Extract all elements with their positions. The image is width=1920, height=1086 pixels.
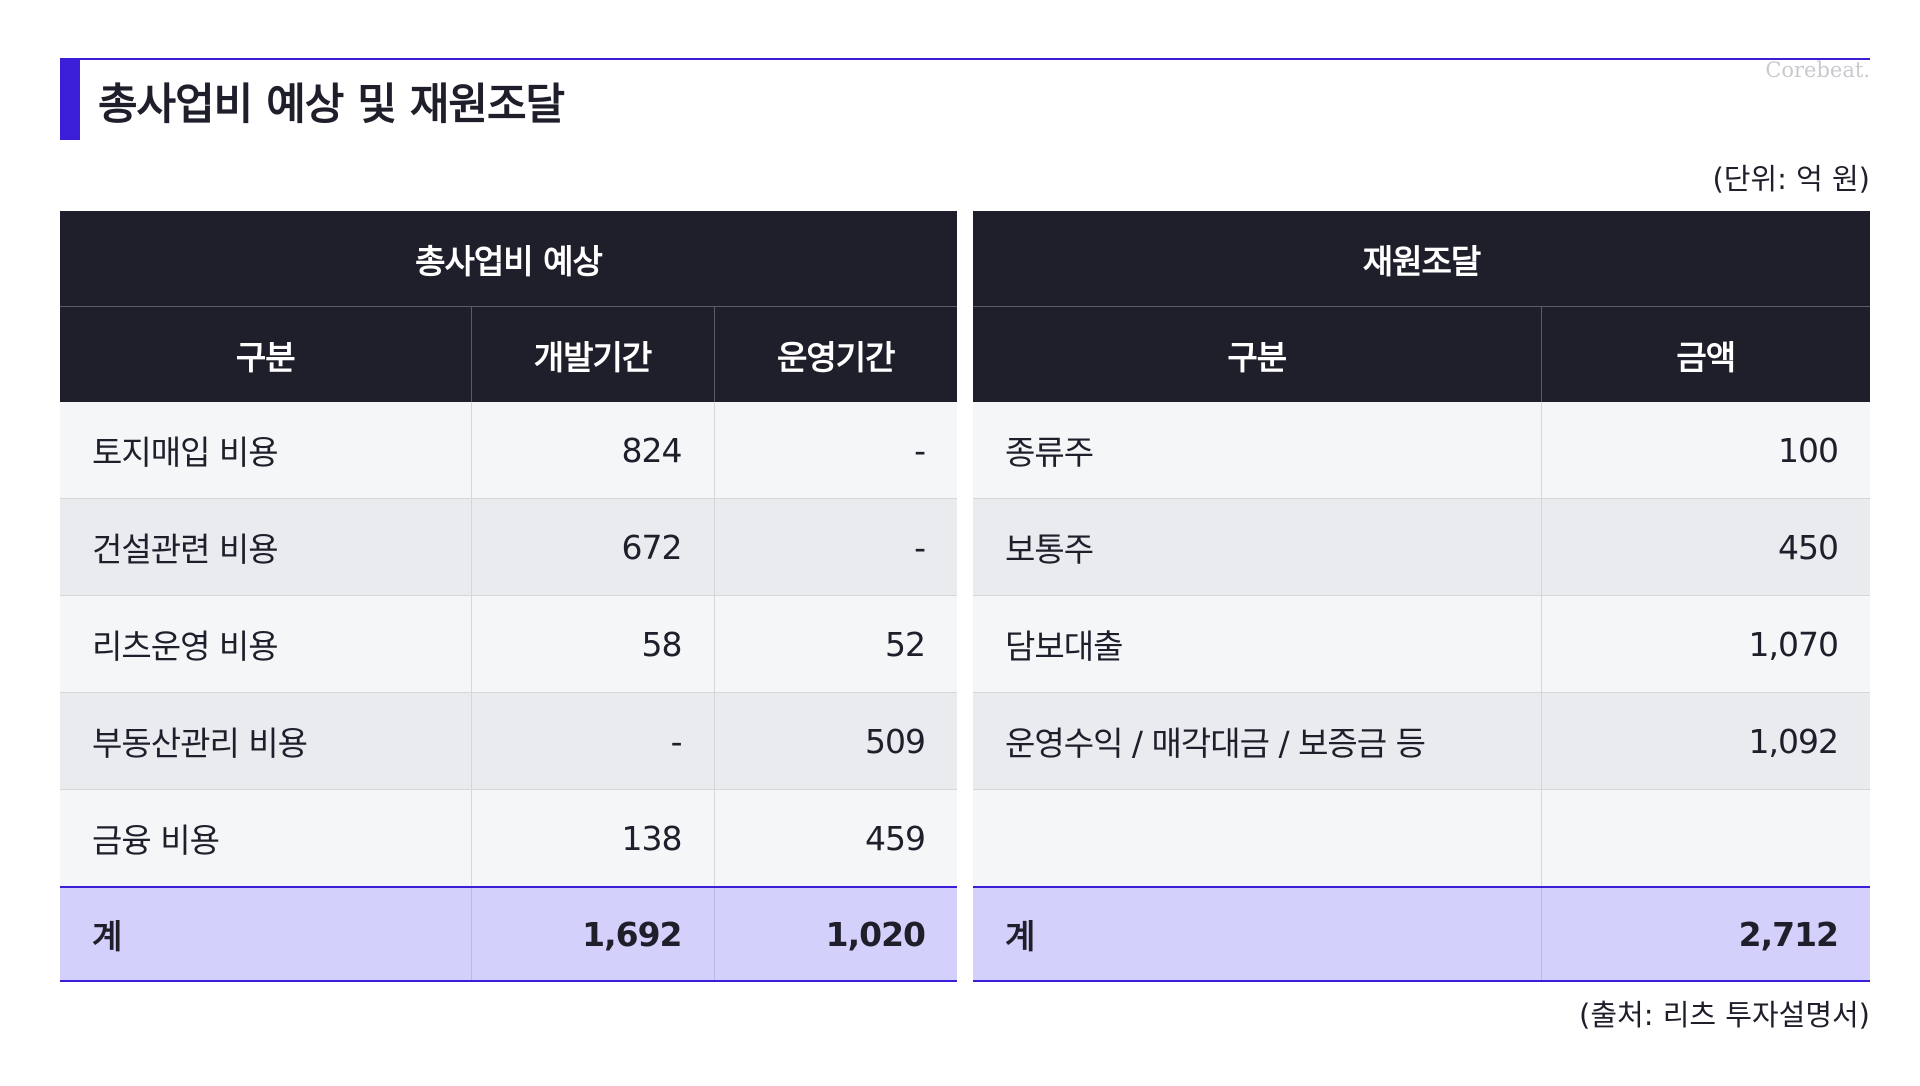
cost-row-ops-value: 52: [714, 595, 957, 693]
cost-total-label: 계: [60, 886, 472, 982]
cost-row-ops-value: -: [714, 498, 957, 596]
funding-row-label: [973, 789, 1542, 888]
funding-row-label: 보통주: [973, 498, 1542, 596]
table-row: 토지매입 비용 824 -: [60, 402, 957, 499]
cost-row-label: 토지매입 비용: [60, 402, 472, 499]
cost-col-header-category: 구분: [60, 306, 472, 402]
cost-total-dev-value: 1,692: [471, 886, 715, 982]
funding-row-amount: 1,070: [1541, 595, 1871, 693]
table-row: 금융 비용 138 459: [60, 789, 957, 888]
table-row: 담보대출 1,070: [973, 595, 1871, 693]
cost-total-ops-value: 1,020: [714, 886, 957, 982]
funding-table-group-header: 재원조달: [973, 211, 1871, 307]
funding-row-label: 종류주: [973, 402, 1542, 499]
cost-row-dev-value: 138: [471, 789, 715, 888]
cost-col-header-ops-period: 운영기간: [714, 306, 957, 402]
funding-row-label: 담보대출: [973, 595, 1542, 693]
cost-row-ops-value: 509: [714, 692, 957, 790]
cost-row-dev-value: 58: [471, 595, 715, 693]
table-row: 부동산관리 비용 - 509: [60, 692, 957, 790]
table-row: 건설관련 비용 672 -: [60, 498, 957, 596]
page-title: 총사업비 예상 및 재원조달: [98, 80, 565, 130]
total-project-cost-table: 총사업비 예상 구분 개발기간 운영기간 토지매입 비용 824 - 건설관련 …: [60, 211, 957, 982]
source-note: (출처: 리츠 투자설명서): [1579, 998, 1870, 1032]
table-row: 보통주 450: [973, 498, 1871, 596]
cost-table-group-header: 총사업비 예상: [60, 211, 957, 307]
cost-row-label: 금융 비용: [60, 789, 472, 888]
cost-row-dev-value: 672: [471, 498, 715, 596]
cost-row-dev-value: 824: [471, 402, 715, 499]
cost-row-dev-value: -: [471, 692, 715, 790]
cost-row-ops-value: 459: [714, 789, 957, 888]
cost-row-ops-value: -: [714, 402, 957, 499]
table-row: [973, 789, 1871, 888]
table-row: 리츠운영 비용 58 52: [60, 595, 957, 693]
funding-row-amount: 100: [1541, 402, 1871, 499]
funding-total-label: 계: [973, 886, 1542, 982]
table-row: 운영수익 / 매각대금 / 보증금 등 1,092: [973, 692, 1871, 790]
brand-watermark: Corebeat.: [1765, 58, 1870, 82]
funding-total-amount: 2,712: [1541, 886, 1871, 982]
unit-note: (단위: 억 원): [1712, 162, 1870, 196]
funding-col-header-amount: 금액: [1541, 306, 1871, 402]
funding-row-label: 운영수익 / 매각대금 / 보증금 등: [973, 692, 1542, 790]
title-accent-bar: [60, 58, 80, 140]
funding-col-header-category: 구분: [973, 306, 1542, 402]
title-top-rule: [60, 58, 1870, 60]
cost-row-label: 부동산관리 비용: [60, 692, 472, 790]
cost-col-header-dev-period: 개발기간: [471, 306, 715, 402]
table-row: 종류주 100: [973, 402, 1871, 499]
funding-table: 재원조달 구분 금액 종류주 100 보통주 450 담보대출 1,070 운영…: [973, 211, 1871, 982]
funding-total-row: 계 2,712: [973, 886, 1871, 982]
cost-total-row: 계 1,692 1,020: [60, 886, 957, 982]
funding-row-amount: 1,092: [1541, 692, 1871, 790]
cost-row-label: 리츠운영 비용: [60, 595, 472, 693]
cost-row-label: 건설관련 비용: [60, 498, 472, 596]
funding-row-amount: 450: [1541, 498, 1871, 596]
funding-row-amount: [1541, 789, 1871, 888]
